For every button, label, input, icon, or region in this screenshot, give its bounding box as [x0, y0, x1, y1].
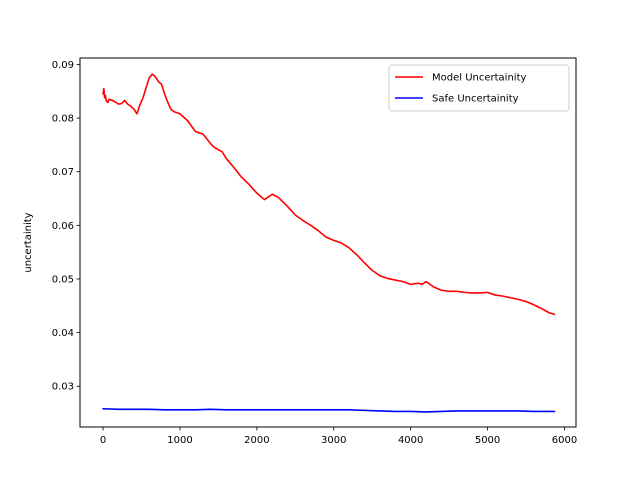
x-tick-label: 5000 [475, 435, 500, 446]
y-tick-label: 0.07 [52, 167, 74, 178]
x-tick-label: 6000 [552, 435, 577, 446]
y-tick-label: 0.06 [52, 221, 74, 232]
y-tick-label: 0.04 [52, 328, 74, 339]
x-tick-label: 0 [100, 435, 106, 446]
y-tick-label: 0.03 [52, 382, 74, 393]
axes-frame [79, 57, 577, 428]
legend-label: Model Uncertainity [432, 73, 526, 84]
series-line-model-uncertainity [102, 73, 556, 316]
x-axis: 0 1000 2000 3000 4000 5000 6000 [100, 427, 577, 446]
x-tick-label: 4000 [398, 435, 423, 446]
x-tick-label: 1000 [167, 435, 192, 446]
y-tick-label: 0.08 [52, 114, 74, 125]
legend: Model Uncertainity Safe Uncertainity [388, 64, 570, 112]
y-tick-label: 0.09 [52, 60, 74, 71]
x-tick-label: 2000 [244, 435, 269, 446]
y-tick-label: 0.05 [52, 274, 74, 285]
y-axis: 0.03 0.04 0.05 0.06 0.07 0.08 0.09 [52, 60, 80, 393]
x-tick-label: 3000 [321, 435, 346, 446]
plot-area [102, 73, 556, 413]
series-line-safe-uncertainity [102, 407, 556, 413]
legend-label: Safe Uncertainity [432, 94, 519, 105]
y-axis-label: uncertainity [23, 212, 34, 272]
legend-box [388, 64, 570, 112]
